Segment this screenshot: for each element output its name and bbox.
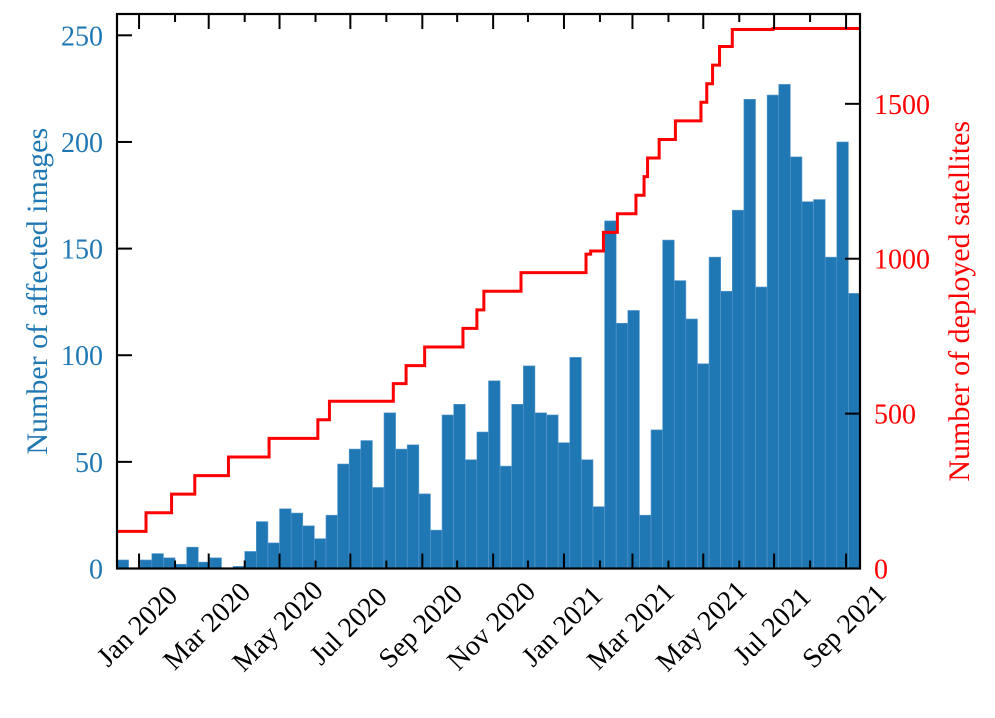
bar [534, 412, 547, 569]
bar [372, 487, 385, 569]
bar [662, 239, 675, 569]
bar [708, 256, 721, 569]
bar [256, 521, 269, 569]
bar [604, 220, 617, 569]
bar [743, 99, 756, 569]
y-tick-label-left: 200 [61, 128, 103, 159]
bar [476, 431, 489, 569]
bar [569, 357, 582, 569]
bar [790, 156, 803, 569]
bar [488, 380, 501, 569]
y-tick-label-left: 50 [75, 448, 103, 479]
bar [697, 363, 710, 569]
line-series [117, 27, 860, 533]
bar [209, 557, 222, 569]
bar [650, 429, 663, 569]
bar [499, 465, 513, 569]
bar [813, 199, 826, 569]
y-tick-label-left: 150 [61, 235, 103, 266]
y-tick-label-right: 1000 [874, 245, 930, 276]
y-tick-label-right: 0 [874, 555, 888, 586]
bar [557, 442, 571, 569]
bar [464, 459, 478, 569]
bar [581, 459, 594, 569]
bar [151, 553, 164, 569]
bar [116, 559, 129, 569]
bar [523, 365, 536, 569]
y-tick-label-left: 100 [61, 341, 103, 372]
y-tick-label-right: 1500 [874, 90, 930, 121]
y-axis-label-left: Number of affected images [21, 128, 54, 455]
bar [639, 514, 652, 569]
y-axis-label-right: Number of deployed satellites [943, 121, 976, 482]
x-tick-label: Sep 2021 [797, 578, 893, 674]
bar [290, 512, 304, 569]
bar [720, 290, 733, 569]
bar [430, 529, 443, 569]
bar [244, 551, 257, 569]
bar [592, 506, 605, 569]
bar [801, 201, 814, 569]
bar [546, 414, 559, 569]
bar [673, 280, 687, 569]
bar [511, 403, 524, 569]
bar [418, 493, 431, 569]
bar [279, 508, 292, 569]
bar [627, 310, 640, 569]
bar [685, 318, 698, 569]
bar [383, 412, 396, 569]
bar [337, 463, 350, 569]
bar [766, 94, 780, 569]
bar [615, 322, 629, 569]
bar [441, 414, 454, 569]
plot-frame [115, 12, 862, 570]
bar [406, 444, 420, 569]
bar [453, 403, 466, 569]
bar [824, 256, 838, 569]
bar [139, 559, 153, 569]
bar [836, 141, 849, 569]
bar [348, 448, 362, 569]
bar [755, 286, 768, 569]
bar [325, 514, 338, 569]
bar [778, 84, 791, 569]
bar [163, 557, 176, 569]
bar [848, 293, 861, 569]
bar [267, 542, 280, 569]
y-tick-label-left: 0 [89, 555, 103, 586]
bar [731, 209, 745, 569]
bar-series [116, 84, 861, 569]
bar [302, 525, 315, 569]
bar [360, 440, 373, 569]
y-tick-label-left: 250 [61, 21, 103, 52]
bar [186, 546, 199, 569]
y-tick-label-right: 500 [874, 400, 916, 431]
deployed-satellites-line [117, 27, 860, 533]
bar [395, 448, 408, 569]
